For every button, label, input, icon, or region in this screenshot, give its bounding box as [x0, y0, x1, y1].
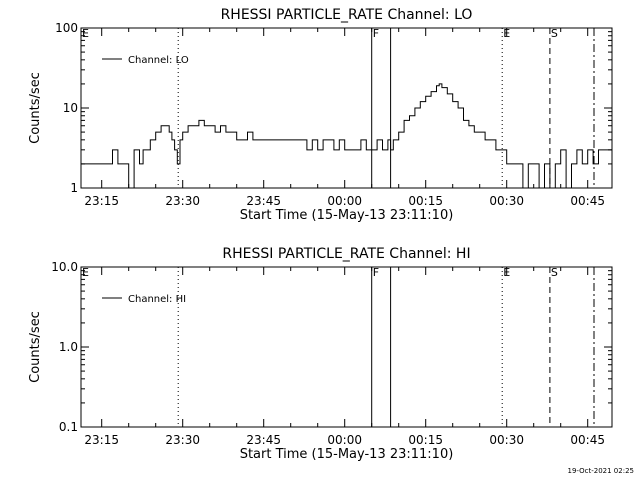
x-tick-label: 23:45 — [246, 194, 281, 208]
legend-label: Channel: LO — [128, 55, 189, 66]
y-tick-label: 1.0 — [59, 340, 78, 354]
chart-panel-1: RHESSI PARTICLE_RATE Channel: LO Start Ti… — [28, 7, 613, 223]
x-tick-label: 00:15 — [408, 194, 443, 208]
y-axis-label: Counts/sec — [28, 311, 43, 383]
marker-label: S — [551, 27, 558, 40]
y-tick-label: 0.1 — [59, 420, 78, 434]
x-tick-label: 00:00 — [327, 194, 362, 208]
plot-frame — [80, 266, 613, 428]
x-tick-label: 00:30 — [489, 194, 524, 208]
y-tick-label: 100 — [55, 21, 78, 35]
series-line — [81, 83, 612, 189]
x-tick-label: 23:15 — [84, 433, 119, 447]
y-tick-label: 10 — [63, 101, 78, 115]
marker-label: S — [551, 266, 558, 279]
y-tick-label: 1 — [70, 181, 78, 195]
chart-title: RHESSI PARTICLE_RATE Channel: HI — [222, 246, 470, 262]
x-tick-label: 00:45 — [570, 194, 605, 208]
x-axis-label: Start Time (15-May-13 23:11:10) — [240, 447, 454, 462]
x-tick-label: 00:30 — [489, 433, 524, 447]
legend: Channel: HI — [102, 294, 186, 305]
x-tick-label: 00:15 — [408, 433, 443, 447]
marker-label: E — [503, 27, 510, 40]
y-tick-label: 10.0 — [51, 260, 78, 274]
x-axis-label: Start Time (15-May-13 23:11:10) — [240, 208, 454, 223]
x-tick-label: 23:30 — [165, 433, 200, 447]
x-tick-label: 23:30 — [165, 194, 200, 208]
x-tick-label: 23:45 — [246, 433, 281, 447]
x-tick-label: 23:15 — [84, 194, 119, 208]
y-axis-label: Counts/sec — [28, 72, 43, 144]
marker-label: E — [82, 266, 89, 279]
legend: Channel: LO — [102, 55, 189, 66]
chart-title: RHESSI PARTICLE_RATE Channel: LO — [221, 7, 473, 23]
marker-label: E — [503, 266, 510, 279]
marker-label: E — [82, 27, 89, 40]
x-tick-label: 00:00 — [327, 433, 362, 447]
chart-panel-2: RHESSI PARTICLE_RATE Channel: HI Start Ti… — [28, 246, 613, 462]
x-tick-label: 00:45 — [570, 433, 605, 447]
marker-label: F — [373, 266, 379, 279]
legend-label: Channel: HI — [128, 294, 186, 305]
marker-label: F — [373, 27, 379, 40]
footer-timestamp: 19-Oct-2021 02:25 — [567, 467, 634, 475]
